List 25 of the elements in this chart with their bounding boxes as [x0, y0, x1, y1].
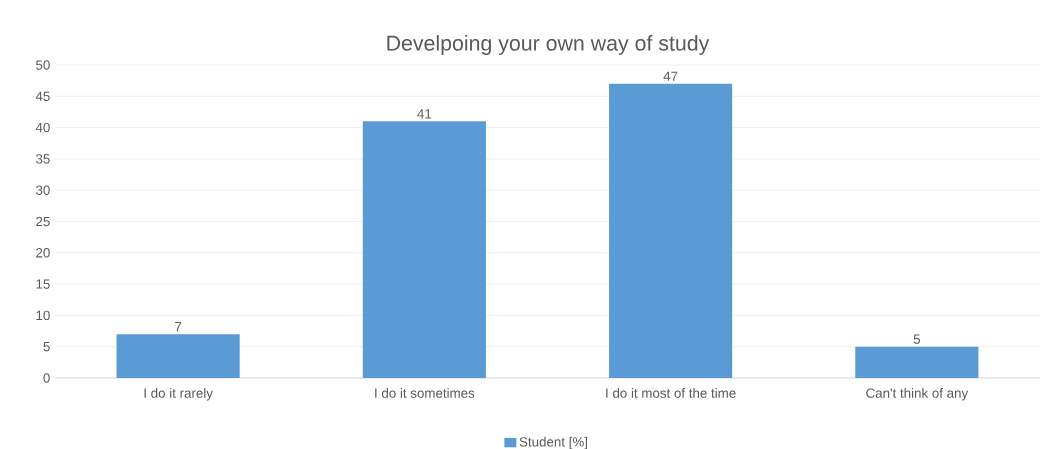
y-tick-label: 20 [36, 248, 50, 258]
legend-label: Student [%] [519, 436, 588, 449]
chart-title: Develpoing your own way of study [387, 35, 710, 55]
data-label: 47 [663, 71, 678, 81]
y-tick-label: 45 [35, 91, 50, 101]
data-label: 41 [417, 109, 432, 119]
x-tick-label: I do it most of the time [606, 388, 736, 398]
y-tick-label: 10 [36, 310, 50, 321]
bar [116, 334, 240, 378]
y-tick-label: 35 [35, 154, 50, 164]
y-tick-label: 0 [43, 373, 50, 383]
y-tick-label: 30 [35, 185, 50, 195]
data-label: 5 [913, 334, 921, 344]
bar [609, 83, 733, 378]
y-tick-label: 5 [43, 342, 50, 352]
x-tick-label: Can't think of any [866, 388, 969, 401]
bar [362, 121, 486, 378]
y-tick-label: 15 [36, 279, 50, 289]
x-tick-label: I do it rarely [144, 388, 213, 401]
bar [855, 346, 979, 378]
data-label: 7 [175, 322, 182, 332]
y-tick-label: 50 [36, 60, 50, 70]
y-tick-label: 25 [36, 216, 50, 227]
x-tick-label: I do it sometimes [375, 388, 475, 398]
y-tick-label: 40 [35, 122, 50, 133]
